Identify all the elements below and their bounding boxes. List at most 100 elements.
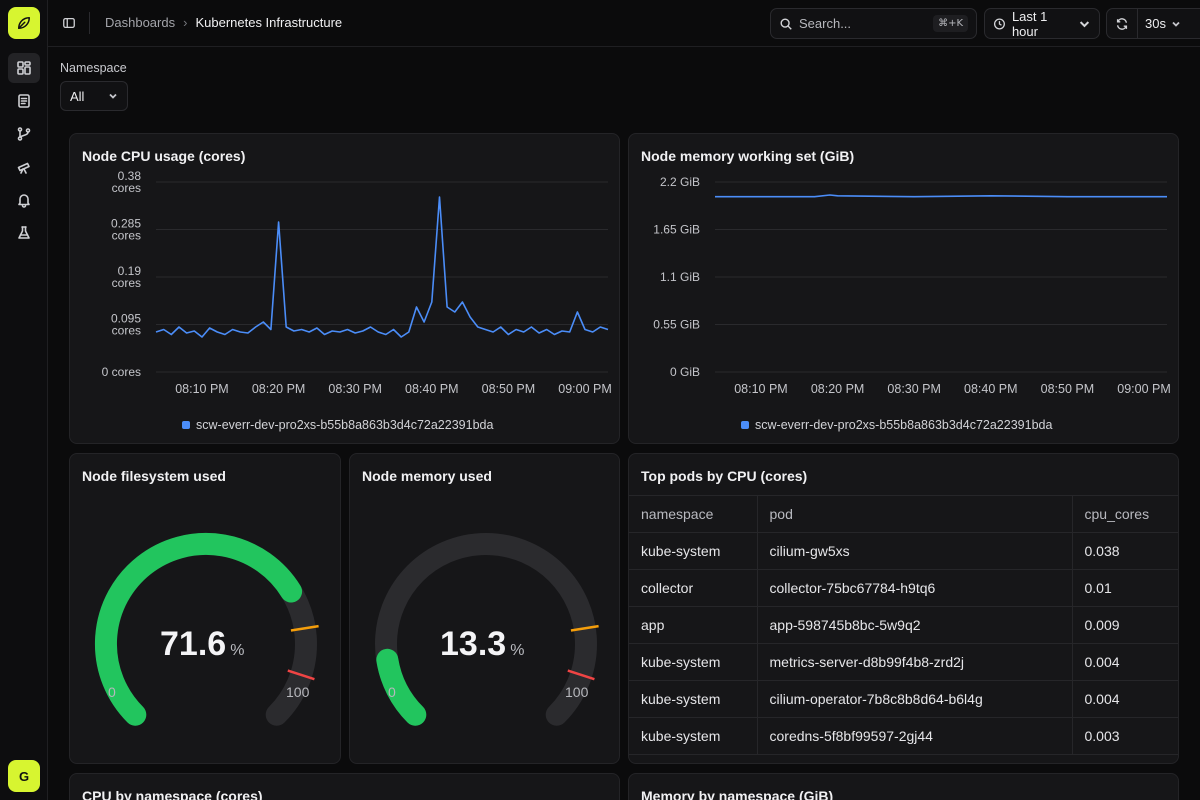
filesystem-used-panel: Node filesystem used 71.6% 0 100 <box>69 453 341 764</box>
nav-dashboards[interactable] <box>8 53 40 83</box>
nav-explore[interactable] <box>8 152 40 182</box>
x-tick-label: 08:30 PM <box>328 382 382 396</box>
dashboard-grid-icon <box>17 61 31 75</box>
x-tick-label: 08:20 PM <box>252 382 306 396</box>
table-row: kube-system coredns-5f8bf99597-2gj44 0.0… <box>629 717 1178 755</box>
time-range-picker[interactable]: Last 1 hour <box>984 8 1100 39</box>
nav-experiments[interactable] <box>8 218 40 248</box>
cell-pod: cilium-gw5xs <box>757 532 1073 570</box>
memory-working-set-panel: Node memory working set (GiB) 0 GiB 0.55 … <box>628 133 1179 444</box>
series-line[interactable] <box>715 194 1167 198</box>
chart-legend[interactable]: scw-everr-dev-pro2xs-b55b8a863b3d4c72a22… <box>741 418 1052 432</box>
cell-pod: metrics-server-d8b99f4b8-zrd2j <box>757 643 1073 681</box>
breadcrumb: Dashboards › Kubernetes Infrastructure <box>105 15 342 30</box>
search-input[interactable]: Search... ⌘+K <box>770 8 977 39</box>
gauge-value: 71.6% <box>160 625 245 663</box>
nav-alerts[interactable] <box>8 185 40 215</box>
x-tick-label: 08:30 PM <box>887 382 941 396</box>
gauge-max-label: 100 <box>286 684 310 700</box>
table-row: kube-system cilium-gw5xs 0.038 <box>629 532 1178 570</box>
panel-title: Memory by namespace (GiB) <box>641 788 834 800</box>
chart-legend[interactable]: scw-everr-dev-pro2xs-b55b8a863b3d4c72a22… <box>182 418 493 432</box>
memory-working-set-chart: 0 GiB 0.55 GiB 1.1 GiB 1.65 GiB 2.2 GiB 08:10… <box>653 175 1171 396</box>
cpu-usage-panel: Node CPU usage (cores) 0 cores 0.095 cores… <box>69 133 620 444</box>
column-header-namespace[interactable]: namespace <box>629 495 758 533</box>
y-tick-label: 1.1 GiB <box>660 270 700 284</box>
cell-namespace: kube-system <box>629 717 758 755</box>
column-header-pod[interactable]: pod <box>757 495 1073 533</box>
cpu-by-namespace-panel: CPU by namespace (cores) <box>69 773 620 800</box>
table-header-row: namespace pod cpu_cores <box>629 495 1178 533</box>
app-logo[interactable] <box>8 7 40 39</box>
sidebar-toggle-icon <box>63 17 75 29</box>
cpu-usage-chart: 0 cores 0.095 cores 0.19 cores 0.285 cores 0.38… <box>102 170 612 396</box>
y-tick-label: 0.55 GiB <box>653 318 700 332</box>
table-row: collector collector-75bc67784-h9tq6 0.01 <box>629 569 1178 607</box>
cell-cpu: 0.004 <box>1072 643 1178 681</box>
x-tick-label: 08:10 PM <box>734 382 788 396</box>
legend-label: scw-everr-dev-pro2xs-b55b8a863b3d4c72a22… <box>196 418 494 432</box>
x-tick-label: 09:00 PM <box>1117 382 1171 396</box>
filesystem-gauge <box>95 532 319 726</box>
series-line[interactable] <box>155 196 609 338</box>
page-title: Kubernetes Infrastructure <box>195 15 343 30</box>
sidebar-toggle-button[interactable] <box>58 12 80 34</box>
search-icon <box>780 17 792 30</box>
cell-cpu: 0.038 <box>1072 532 1178 570</box>
cell-namespace: app <box>629 606 758 644</box>
nav-logs[interactable] <box>8 86 40 116</box>
refresh-icon <box>1116 17 1128 30</box>
nav-traces[interactable] <box>8 119 40 149</box>
x-tick-label: 08:40 PM <box>405 382 459 396</box>
y-tick-label: 0.19 cores <box>112 264 142 290</box>
breadcrumb-dashboards-link[interactable]: Dashboards <box>105 15 176 30</box>
cell-pod: app-598745b8bc-5w9q2 <box>757 606 1073 644</box>
namespace-select-value: All <box>70 88 85 104</box>
flask-icon <box>18 226 30 239</box>
panel-title: Node CPU usage (cores) <box>82 148 246 164</box>
cell-cpu: 0.003 <box>1072 717 1178 755</box>
chevron-down-icon <box>1172 21 1180 27</box>
x-tick-label: 08:20 PM <box>811 382 865 396</box>
gauge-min-label: 0 <box>108 684 116 700</box>
x-tick-label: 08:10 PM <box>175 382 229 396</box>
namespace-select[interactable]: All <box>60 81 128 111</box>
chevron-down-icon <box>1079 20 1090 27</box>
left-nav-rail: G <box>0 0 48 800</box>
legend-swatch <box>182 421 190 429</box>
y-tick-label: 0.38 cores <box>112 170 142 195</box>
gauge-min-label: 0 <box>388 684 396 700</box>
y-tick-label: 0.095 cores <box>111 312 141 338</box>
logs-icon <box>18 94 30 108</box>
column-header-cpu-cores[interactable]: cpu_cores <box>1072 495 1178 533</box>
refresh-button[interactable] <box>1107 9 1138 38</box>
x-tick-label: 09:00 PM <box>558 382 612 396</box>
y-tick-label: 0 cores <box>102 365 141 379</box>
memory-used-panel: Node memory used 13.3% 0 100 <box>349 453 620 764</box>
gauge-value: 13.3% <box>440 625 525 663</box>
memory-gauge <box>375 533 599 726</box>
panel-title: Node memory working set (GiB) <box>641 148 855 164</box>
panel-title: Node filesystem used <box>82 468 226 484</box>
panel-title: Node memory used <box>362 468 492 484</box>
y-tick-label: 0 GiB <box>670 365 700 379</box>
time-range-label: Last 1 hour <box>1011 8 1048 39</box>
table-row: kube-system metrics-server-d8b99f4b8-zrd… <box>629 643 1178 681</box>
panel-title: CPU by namespace (cores) <box>82 788 263 800</box>
user-avatar[interactable]: G <box>8 760 40 792</box>
refresh-control: 30s <box>1106 8 1200 39</box>
top-pods-table: namespace pod cpu_cores kube-system cili… <box>629 495 1178 755</box>
top-bar: Dashboards › Kubernetes Infrastructure S… <box>48 0 1200 47</box>
search-placeholder: Search... <box>799 16 852 31</box>
gauge-threshold-marker <box>290 624 319 632</box>
refresh-interval-select[interactable]: 30s <box>1138 9 1200 38</box>
table-row: app app-598745b8bc-5w9q2 0.009 <box>629 606 1178 644</box>
cell-cpu: 0.009 <box>1072 606 1178 644</box>
cell-pod: coredns-5f8bf99597-2gj44 <box>757 717 1073 755</box>
telescope-icon <box>17 162 30 174</box>
y-tick-label: 2.2 GiB <box>660 175 700 189</box>
legend-swatch <box>741 421 749 429</box>
gauge-threshold-marker <box>570 624 599 632</box>
git-branch-icon <box>17 127 31 141</box>
cell-namespace: kube-system <box>629 680 758 718</box>
